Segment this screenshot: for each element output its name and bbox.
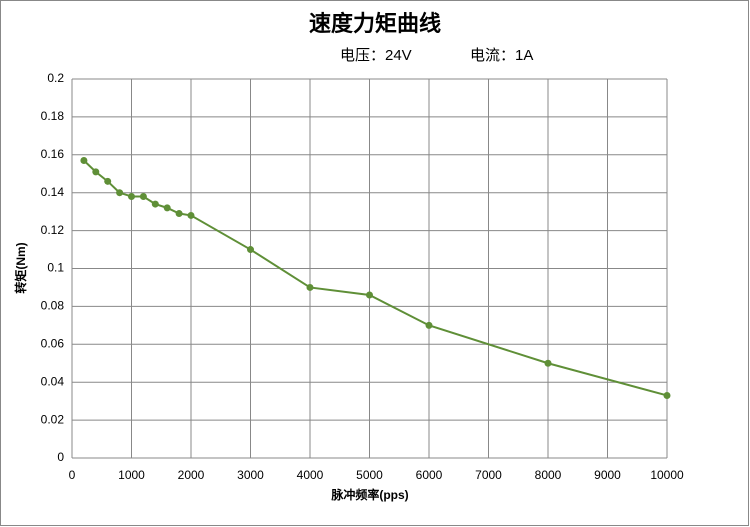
data-point [104,177,112,185]
y-tick-label: 0.18 [41,109,65,123]
x-tick-label: 8000 [535,468,562,482]
data-point [306,283,314,291]
data-point [116,189,124,197]
x-tick-label: 5000 [356,468,383,482]
data-point [151,200,159,208]
x-tick-label: 7000 [475,468,502,482]
x-tick-label: 0 [69,468,76,482]
y-axis-label: 转矩(Nm) [13,242,28,293]
y-tick-label: 0.02 [41,412,65,426]
subtitle: 电压：24V [340,47,412,64]
data-point [128,192,135,200]
subtitle: 电流：1A [470,47,533,64]
data-line [83,159,668,397]
y-tick-label: 0.12 [41,223,65,237]
x-tick-label: 6000 [416,468,443,482]
data-point [80,156,88,164]
data-point [544,359,552,367]
y-tick-label: 0.14 [41,185,65,199]
data-point [139,192,147,200]
data-point [663,391,671,399]
y-tick-label: 0.06 [41,336,65,350]
y-tick-label: 0.1 [47,261,64,275]
data-point [92,168,100,176]
y-tick-label: 0.04 [41,374,65,388]
x-tick-label: 2000 [178,468,205,482]
data-point [366,291,373,299]
chart-title: 速度力矩曲线 [309,11,441,36]
x-tick-label: 4000 [297,468,324,482]
x-tick-label: 10000 [650,468,684,482]
y-tick-label: 0.16 [41,147,65,161]
x-tick-label: 9000 [594,468,621,482]
data-point [163,204,171,212]
y-tick-label: 0.2 [47,71,64,85]
data-point [425,321,433,329]
y-tick-label: 0 [57,450,64,464]
data-point [247,246,254,254]
x-tick-label: 3000 [237,468,264,482]
x-tick-label: 1000 [118,468,145,482]
data-point [175,210,183,218]
y-tick-label: 0.08 [41,299,65,313]
data-point [187,211,195,219]
x-axis-label: 脉冲频率(pps) [330,487,408,502]
